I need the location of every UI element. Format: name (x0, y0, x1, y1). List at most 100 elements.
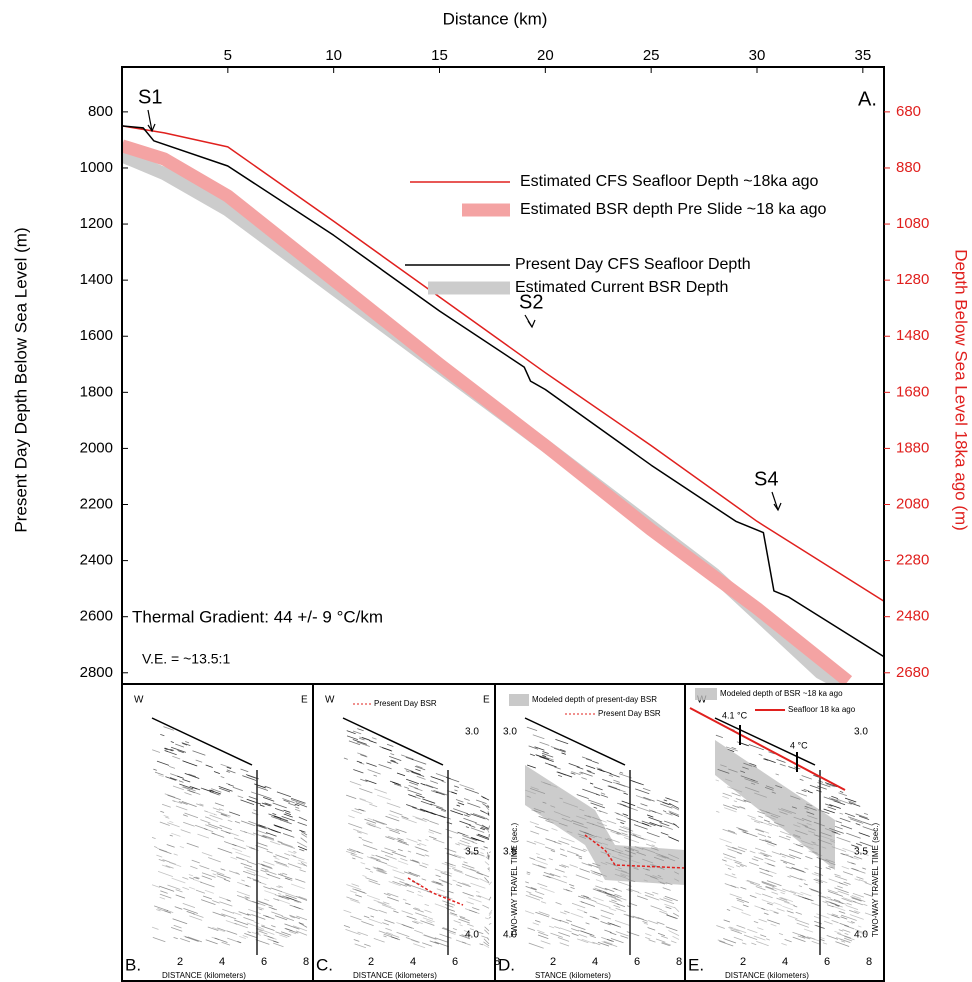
seismic-stroke (166, 909, 174, 913)
seismic-stroke (159, 893, 172, 899)
seismic-stroke (182, 760, 198, 767)
seismic-stroke (571, 902, 586, 909)
seismic-stroke (200, 819, 211, 824)
seismic-stroke (407, 850, 412, 853)
seismic-stroke (159, 896, 166, 900)
seismic-stroke (782, 888, 797, 895)
seafloor-18ka (689, 707, 846, 791)
seismic-stroke (295, 895, 308, 901)
seismic-stroke (212, 873, 217, 876)
seismic-stroke (257, 793, 272, 800)
panel-legend: Seafloor 18 ka ago (788, 705, 856, 714)
seismic-stroke (550, 746, 560, 750)
seismic-stroke (192, 750, 206, 756)
seismic-stroke (662, 887, 671, 891)
seismic-stroke (863, 903, 868, 906)
seismic-stroke (220, 813, 230, 818)
distance-tick: 4 (410, 956, 416, 968)
modeled-bsr-band (715, 740, 835, 870)
y-tick-label: 2200 (80, 495, 113, 512)
seismic-stroke (488, 869, 490, 872)
seismic-stroke (290, 898, 302, 903)
seismic-stroke (296, 841, 308, 848)
seismic-stroke (843, 937, 853, 942)
seismic-stroke (258, 930, 268, 935)
seismic-stroke (290, 854, 297, 858)
seismic-stroke (776, 897, 790, 904)
seismic-stroke (585, 897, 597, 903)
seismic-stroke (538, 931, 549, 937)
seismic-stroke (847, 921, 854, 924)
seismic-stroke (400, 858, 408, 862)
seismic-stroke (161, 864, 171, 869)
seismic-stroke (480, 852, 484, 854)
seismic-stroke (282, 872, 288, 876)
seismic-stroke (268, 906, 277, 911)
seismic-stroke (214, 802, 225, 807)
seismic-stroke (554, 766, 561, 770)
seismic-stroke (428, 829, 442, 835)
seismic-stroke (175, 805, 188, 811)
seismic-stroke (852, 892, 865, 898)
seismic-stroke (465, 826, 470, 829)
seismic-stroke (536, 853, 540, 856)
seismic-stroke (477, 833, 490, 839)
seismic-stroke (610, 922, 616, 926)
seismic-stroke (828, 797, 839, 802)
seismic-stroke (525, 881, 529, 884)
seismic-stroke (590, 870, 603, 875)
seismic-stroke (557, 937, 570, 942)
x-tick-label: 5 (224, 47, 232, 64)
seismic-stroke (461, 866, 477, 872)
seismic-stroke (475, 799, 487, 805)
seismic-stroke (525, 894, 541, 901)
seismic-stroke (152, 936, 166, 943)
seismic-stroke (156, 909, 161, 912)
seismic-stroke (432, 838, 445, 844)
seismic-stroke (268, 828, 282, 834)
seismic-stroke (532, 863, 546, 869)
seismic-stroke (257, 900, 268, 905)
seismic-stroke (626, 931, 640, 937)
seismic-stroke (731, 746, 737, 750)
seismic-stroke (421, 878, 427, 881)
seismic-stroke (800, 891, 812, 897)
seismic-stroke (367, 769, 381, 775)
seismic-stroke (762, 839, 777, 846)
seismic-stroke (763, 819, 771, 823)
seismic-stroke (813, 878, 823, 883)
seismic-stroke (264, 785, 272, 789)
seismic-stroke (735, 865, 741, 868)
seismic-stroke (385, 826, 400, 832)
seismic-stroke (277, 892, 282, 895)
seismic-stroke (260, 882, 267, 886)
seismic-stroke (152, 749, 161, 753)
seismic-stroke (412, 806, 426, 813)
seismic-stroke (559, 942, 570, 947)
seismic-stroke (285, 928, 293, 932)
seismic-stroke (229, 832, 239, 837)
seismic-stroke (634, 824, 648, 830)
seismic-stroke (240, 768, 249, 773)
seismic-stroke (420, 888, 430, 893)
panel-label: B. (125, 955, 141, 974)
seismic-stroke (438, 878, 449, 883)
seismic-stroke (166, 844, 175, 848)
seismic-stroke (382, 922, 390, 926)
seismic-stroke (601, 941, 613, 946)
seismic-stroke (237, 881, 252, 888)
seismic-stroke (188, 874, 194, 877)
seismic-stroke (235, 872, 239, 874)
seismic-stroke (632, 915, 648, 922)
seismic-stroke (191, 859, 200, 864)
seismic-stroke (734, 928, 747, 934)
distance-tick: 8 (676, 956, 682, 968)
seismic-stroke (553, 747, 566, 753)
time-tick: 3.0 (854, 727, 868, 738)
seismic-stroke (239, 829, 248, 834)
seismic-stroke (779, 897, 788, 901)
seismic-stroke (604, 929, 612, 933)
seismic-stroke (484, 861, 490, 866)
seismic-stroke (293, 900, 300, 904)
seismic-stroke (864, 912, 877, 918)
